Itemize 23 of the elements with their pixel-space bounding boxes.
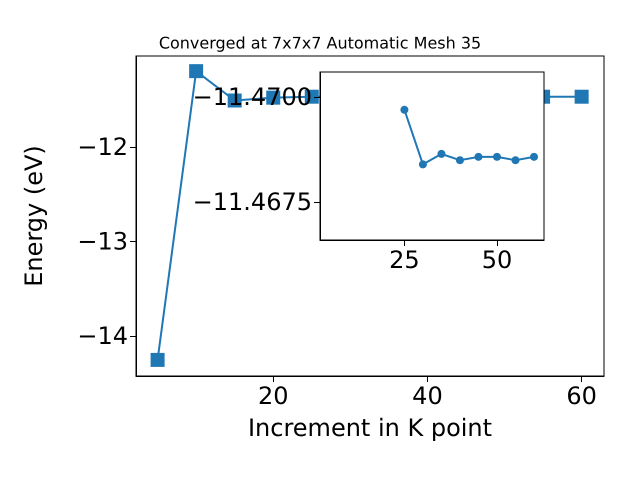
y-tick-label: −11.4675 <box>192 188 312 216</box>
y-tick-label: −14 <box>77 322 128 350</box>
x-tick-label: 40 <box>412 382 443 410</box>
point <box>474 152 482 161</box>
x-tick-label: 20 <box>258 382 289 410</box>
point <box>530 152 538 161</box>
point <box>150 352 165 367</box>
point <box>418 160 427 168</box>
point <box>512 156 520 164</box>
y-axis-title: Energy (eV) <box>20 145 48 287</box>
point <box>492 152 501 161</box>
point <box>400 106 408 114</box>
x-tick-label: 60 <box>566 382 597 410</box>
x-tick-label: 50 <box>482 246 512 274</box>
x-axis-title: Increment in K point <box>248 414 492 442</box>
chart-title: Converged at 7x7x7 Automatic Mesh 35 <box>158 34 482 52</box>
y-tick-label: −12 <box>77 132 128 161</box>
point <box>456 156 464 164</box>
point <box>437 150 446 158</box>
point <box>574 90 589 104</box>
point <box>189 64 204 78</box>
y-tick-label: −13 <box>77 228 128 256</box>
x-tick-label: 25 <box>389 246 420 274</box>
